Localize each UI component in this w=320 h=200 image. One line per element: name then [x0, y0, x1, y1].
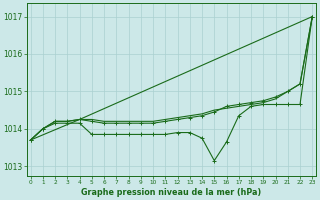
X-axis label: Graphe pression niveau de la mer (hPa): Graphe pression niveau de la mer (hPa)	[81, 188, 261, 197]
